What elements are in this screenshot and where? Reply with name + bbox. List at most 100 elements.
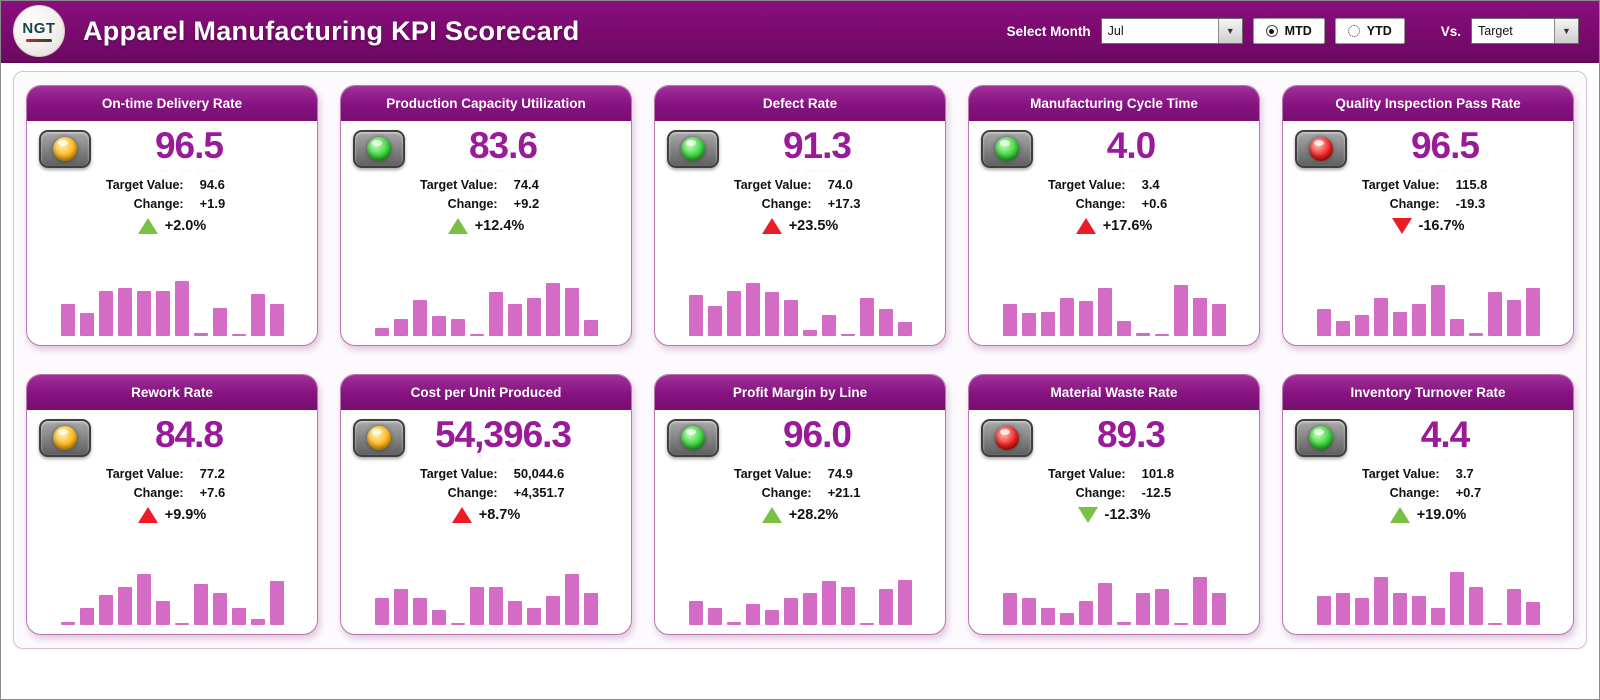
spark-bar <box>1021 598 1036 625</box>
kpi-value: 54,396.3 <box>434 414 572 455</box>
radio-unselected-icon <box>1347 25 1360 37</box>
target-row: Target Value: 50,044.6 <box>341 466 631 481</box>
trend-row: +12.4% <box>341 218 631 234</box>
kpi-card-header: Profit Margin by Line <box>655 375 945 410</box>
target-row: Target Value: 74.0 <box>655 177 945 192</box>
spark-bar <box>1135 333 1150 336</box>
change-value: +4,351.7 <box>513 485 565 500</box>
spark-bar <box>545 596 560 625</box>
kpi-value: 89.3 <box>1096 414 1166 455</box>
target-value: 74.4 <box>513 177 539 192</box>
spark-bar <box>1392 593 1407 625</box>
trend-percent: +2.0% <box>164 218 207 234</box>
spark-bar <box>840 587 855 625</box>
kpi-card-title: Material Waste Rate <box>1050 385 1178 400</box>
spark-bar <box>98 595 113 625</box>
kpi-card-title: Manufacturing Cycle Time <box>1030 96 1198 111</box>
kpi-card-body: 83.6 Target Value: 74.4 Change: +9.2 +12… <box>341 121 631 345</box>
change-label: Change: <box>1389 486 1440 500</box>
kpi-value: 96.0 <box>782 414 852 455</box>
kpi-value: 96.5 <box>154 125 224 166</box>
spark-bar <box>250 619 265 625</box>
spark-bar <box>1487 623 1502 625</box>
vs-dropdown-value: Target <box>1478 24 1513 38</box>
spark-bar <box>1354 315 1369 336</box>
spark-bar <box>1449 572 1464 625</box>
spark-bar <box>393 319 408 336</box>
spark-bar <box>1059 298 1074 336</box>
spark-bar <box>1354 598 1369 625</box>
spark-bar <box>783 598 798 625</box>
spark-bar <box>155 601 170 625</box>
target-value: 101.8 <box>1141 466 1175 481</box>
kpi-card-body: 4.4 Target Value: 3.7 Change: +0.7 +19.0… <box>1283 410 1573 634</box>
sparkline-chart <box>1295 278 1561 336</box>
spark-bar <box>60 304 75 336</box>
spark-bar <box>802 330 817 336</box>
spark-bar <box>1116 321 1131 336</box>
spark-bar <box>821 581 836 625</box>
target-value: 3.4 <box>1141 177 1160 192</box>
kpi-card-header: On-time Delivery Rate <box>27 86 317 121</box>
ytd-toggle[interactable]: YTD <box>1334 18 1405 44</box>
traffic-light-icon <box>39 130 91 168</box>
kpi-card-title: Cost per Unit Produced <box>410 385 562 400</box>
bottom-strip <box>1 649 1599 691</box>
change-row: Change: +21.1 <box>655 485 945 500</box>
change-label: Change: <box>761 197 812 211</box>
spark-bar <box>583 593 598 625</box>
chevron-down-icon[interactable]: ▼ <box>1554 19 1578 43</box>
spark-bar <box>193 584 208 625</box>
spark-bar <box>707 306 722 336</box>
month-dropdown[interactable]: Jul ▼ <box>1100 18 1243 44</box>
kpi-card-body: 4.0 Target Value: 3.4 Change: +0.6 +17.6… <box>969 121 1259 345</box>
trend-arrow-icon <box>447 218 468 234</box>
spark-bar <box>1154 589 1169 625</box>
spark-bar <box>526 298 541 336</box>
mtd-toggle[interactable]: MTD <box>1252 18 1325 44</box>
spark-bar <box>545 283 560 336</box>
change-row: Change: -19.3 <box>1283 196 1573 211</box>
trend-arrow-icon <box>451 507 472 523</box>
spark-bar <box>1335 321 1350 336</box>
spark-bar <box>98 291 113 336</box>
traffic-light-bulb-icon <box>681 137 705 161</box>
chevron-down-icon[interactable]: ▼ <box>1217 19 1242 43</box>
change-value: -12.5 <box>1141 485 1172 500</box>
spark-bar <box>231 608 246 625</box>
trend-percent: -12.3% <box>1104 507 1151 523</box>
target-row: Target Value: 3.7 <box>1283 466 1573 481</box>
spark-bar <box>688 295 703 336</box>
spark-bar <box>1173 623 1188 625</box>
spark-bar <box>859 298 874 336</box>
change-value: -19.3 <box>1455 196 1486 211</box>
change-row: Change: +9.2 <box>341 196 631 211</box>
kpi-card: Rework Rate 84.8 Target Value: 77.2 Chan… <box>26 374 318 635</box>
spark-bar <box>136 574 151 625</box>
spark-bar <box>783 300 798 336</box>
sparkline-chart <box>1295 567 1561 625</box>
spark-bar <box>1468 587 1483 625</box>
target-row: Target Value: 77.2 <box>27 466 317 481</box>
target-label: Target Value: <box>734 467 812 481</box>
traffic-light-bulb-icon <box>681 426 705 450</box>
spark-bar <box>1487 292 1502 336</box>
spark-bar <box>1002 593 1017 625</box>
spark-bar <box>764 292 779 336</box>
trend-row: +9.9% <box>27 507 317 523</box>
change-label: Change: <box>1389 197 1440 211</box>
change-label: Change: <box>447 197 498 211</box>
kpi-card-title: On-time Delivery Rate <box>101 96 243 111</box>
spark-bar <box>469 334 484 336</box>
spark-bar <box>583 320 598 336</box>
sparkline-chart <box>39 278 305 336</box>
traffic-light-icon <box>1295 130 1347 168</box>
spark-bar <box>488 292 503 336</box>
vs-dropdown[interactable]: Target ▼ <box>1471 18 1579 44</box>
select-month-label: Select Month <box>1006 23 1091 39</box>
spark-bar <box>802 593 817 625</box>
spark-bar <box>1316 596 1331 625</box>
spark-bar <box>688 601 703 625</box>
spark-bar <box>60 622 75 625</box>
trend-row: +28.2% <box>655 507 945 523</box>
